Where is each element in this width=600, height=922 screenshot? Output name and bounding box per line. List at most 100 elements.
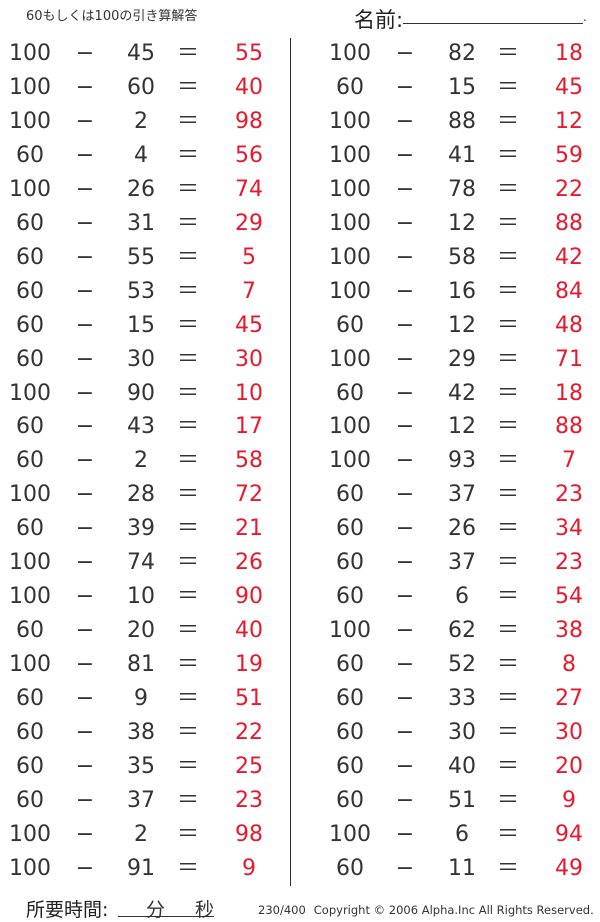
time-field-line[interactable] — [118, 916, 214, 917]
minuend: 60 — [16, 787, 44, 813]
equals-sign: ＝ — [496, 41, 519, 66]
subtrahend: 43 — [127, 414, 155, 440]
equals-sign: ＝ — [496, 312, 519, 338]
minuend: 60 — [16, 448, 44, 474]
name-field-line[interactable] — [403, 23, 583, 24]
minus-sign: − — [395, 380, 415, 406]
minuend: 60 — [336, 584, 364, 610]
equals-sign: ＝ — [176, 74, 199, 100]
subtrahend: 40 — [448, 753, 476, 779]
answer: 19 — [235, 652, 263, 678]
minus-sign: − — [75, 244, 95, 270]
minus-sign: − — [395, 41, 415, 66]
answer: 25 — [235, 753, 263, 779]
subtrahend: 16 — [448, 278, 476, 304]
subtrahend: 81 — [127, 652, 155, 678]
equals-sign: ＝ — [496, 686, 519, 712]
minus-sign: − — [395, 210, 415, 236]
answer: 49 — [555, 855, 583, 881]
equals-sign: ＝ — [176, 550, 199, 576]
subtrahend: 15 — [127, 312, 155, 338]
answer: 10 — [235, 380, 263, 406]
minuend: 100 — [329, 346, 371, 372]
subtrahend: 11 — [448, 855, 476, 881]
minus-sign: − — [75, 720, 95, 745]
subtrahend: 82 — [448, 41, 476, 66]
answer: 58 — [235, 448, 263, 474]
answer: 22 — [235, 720, 263, 745]
answer: 22 — [555, 176, 583, 202]
subtrahend: 12 — [448, 312, 476, 338]
minuend: 100 — [9, 652, 51, 678]
subtrahend: 93 — [448, 448, 476, 474]
equals-sign: ＝ — [496, 550, 519, 576]
answer: 23 — [555, 550, 583, 576]
subtrahend: 26 — [127, 176, 155, 202]
minus-sign: − — [75, 584, 95, 610]
subtrahend: 88 — [448, 108, 476, 134]
subtrahend: 53 — [127, 278, 155, 304]
answer: 88 — [555, 414, 583, 440]
subtrahend: 74 — [127, 550, 155, 576]
equals-sign: ＝ — [176, 618, 199, 644]
equals-sign: ＝ — [176, 482, 199, 508]
equals-sign: ＝ — [496, 278, 519, 304]
subtrahend: 15 — [448, 74, 476, 100]
answer: 98 — [235, 108, 263, 134]
answer: 59 — [555, 142, 583, 168]
minuend: 100 — [9, 176, 51, 202]
equals-sign: ＝ — [176, 720, 199, 745]
answer: 54 — [555, 584, 583, 610]
minuend: 100 — [329, 821, 371, 847]
minuend: 60 — [336, 720, 364, 745]
minuend: 100 — [9, 41, 51, 66]
equals-sign: ＝ — [496, 210, 519, 236]
minuend: 60 — [336, 482, 364, 508]
minuend: 100 — [329, 176, 371, 202]
minus-sign: − — [75, 482, 95, 508]
equals-sign: ＝ — [496, 176, 519, 202]
minus-sign: − — [75, 210, 95, 236]
answer: 18 — [555, 380, 583, 406]
answer: 88 — [555, 210, 583, 236]
minutes-label: 分 — [146, 899, 166, 921]
subtrahend: 38 — [127, 720, 155, 745]
answer: 45 — [235, 312, 263, 338]
minus-sign: − — [75, 855, 95, 881]
subtrahend: 10 — [127, 584, 155, 610]
minuend: 100 — [9, 821, 51, 847]
answer: 26 — [235, 550, 263, 576]
subtrahend: 2 — [134, 821, 148, 847]
minuend: 60 — [336, 380, 364, 406]
equals-sign: ＝ — [496, 346, 519, 372]
subtrahend: 55 — [127, 244, 155, 270]
equals-sign: ＝ — [176, 448, 199, 474]
subtrahend: 26 — [448, 516, 476, 542]
minuend: 60 — [16, 686, 44, 712]
subtrahend: 78 — [448, 176, 476, 202]
answer: 40 — [235, 618, 263, 644]
minuend: 60 — [336, 312, 364, 338]
minus-sign: − — [75, 448, 95, 474]
time-label: 所要時間: — [26, 899, 109, 921]
minuend: 60 — [336, 686, 364, 712]
answer: 55 — [235, 41, 263, 66]
answer: 94 — [555, 821, 583, 847]
subtrahend: 30 — [448, 720, 476, 745]
equals-sign: ＝ — [176, 278, 199, 304]
answer: 27 — [555, 686, 583, 712]
answer: 45 — [555, 74, 583, 100]
answer: 23 — [555, 482, 583, 508]
equals-sign: ＝ — [496, 787, 519, 813]
equals-sign: ＝ — [176, 108, 199, 134]
minuend: 60 — [16, 210, 44, 236]
minus-sign: − — [75, 753, 95, 779]
minuend: 100 — [9, 855, 51, 881]
equals-sign: ＝ — [176, 244, 199, 270]
equals-sign: ＝ — [496, 855, 519, 881]
answer: 7 — [562, 448, 576, 474]
equals-sign: ＝ — [496, 448, 519, 474]
answer: 18 — [555, 41, 583, 66]
subtrahend: 39 — [127, 516, 155, 542]
equals-sign: ＝ — [176, 652, 199, 678]
